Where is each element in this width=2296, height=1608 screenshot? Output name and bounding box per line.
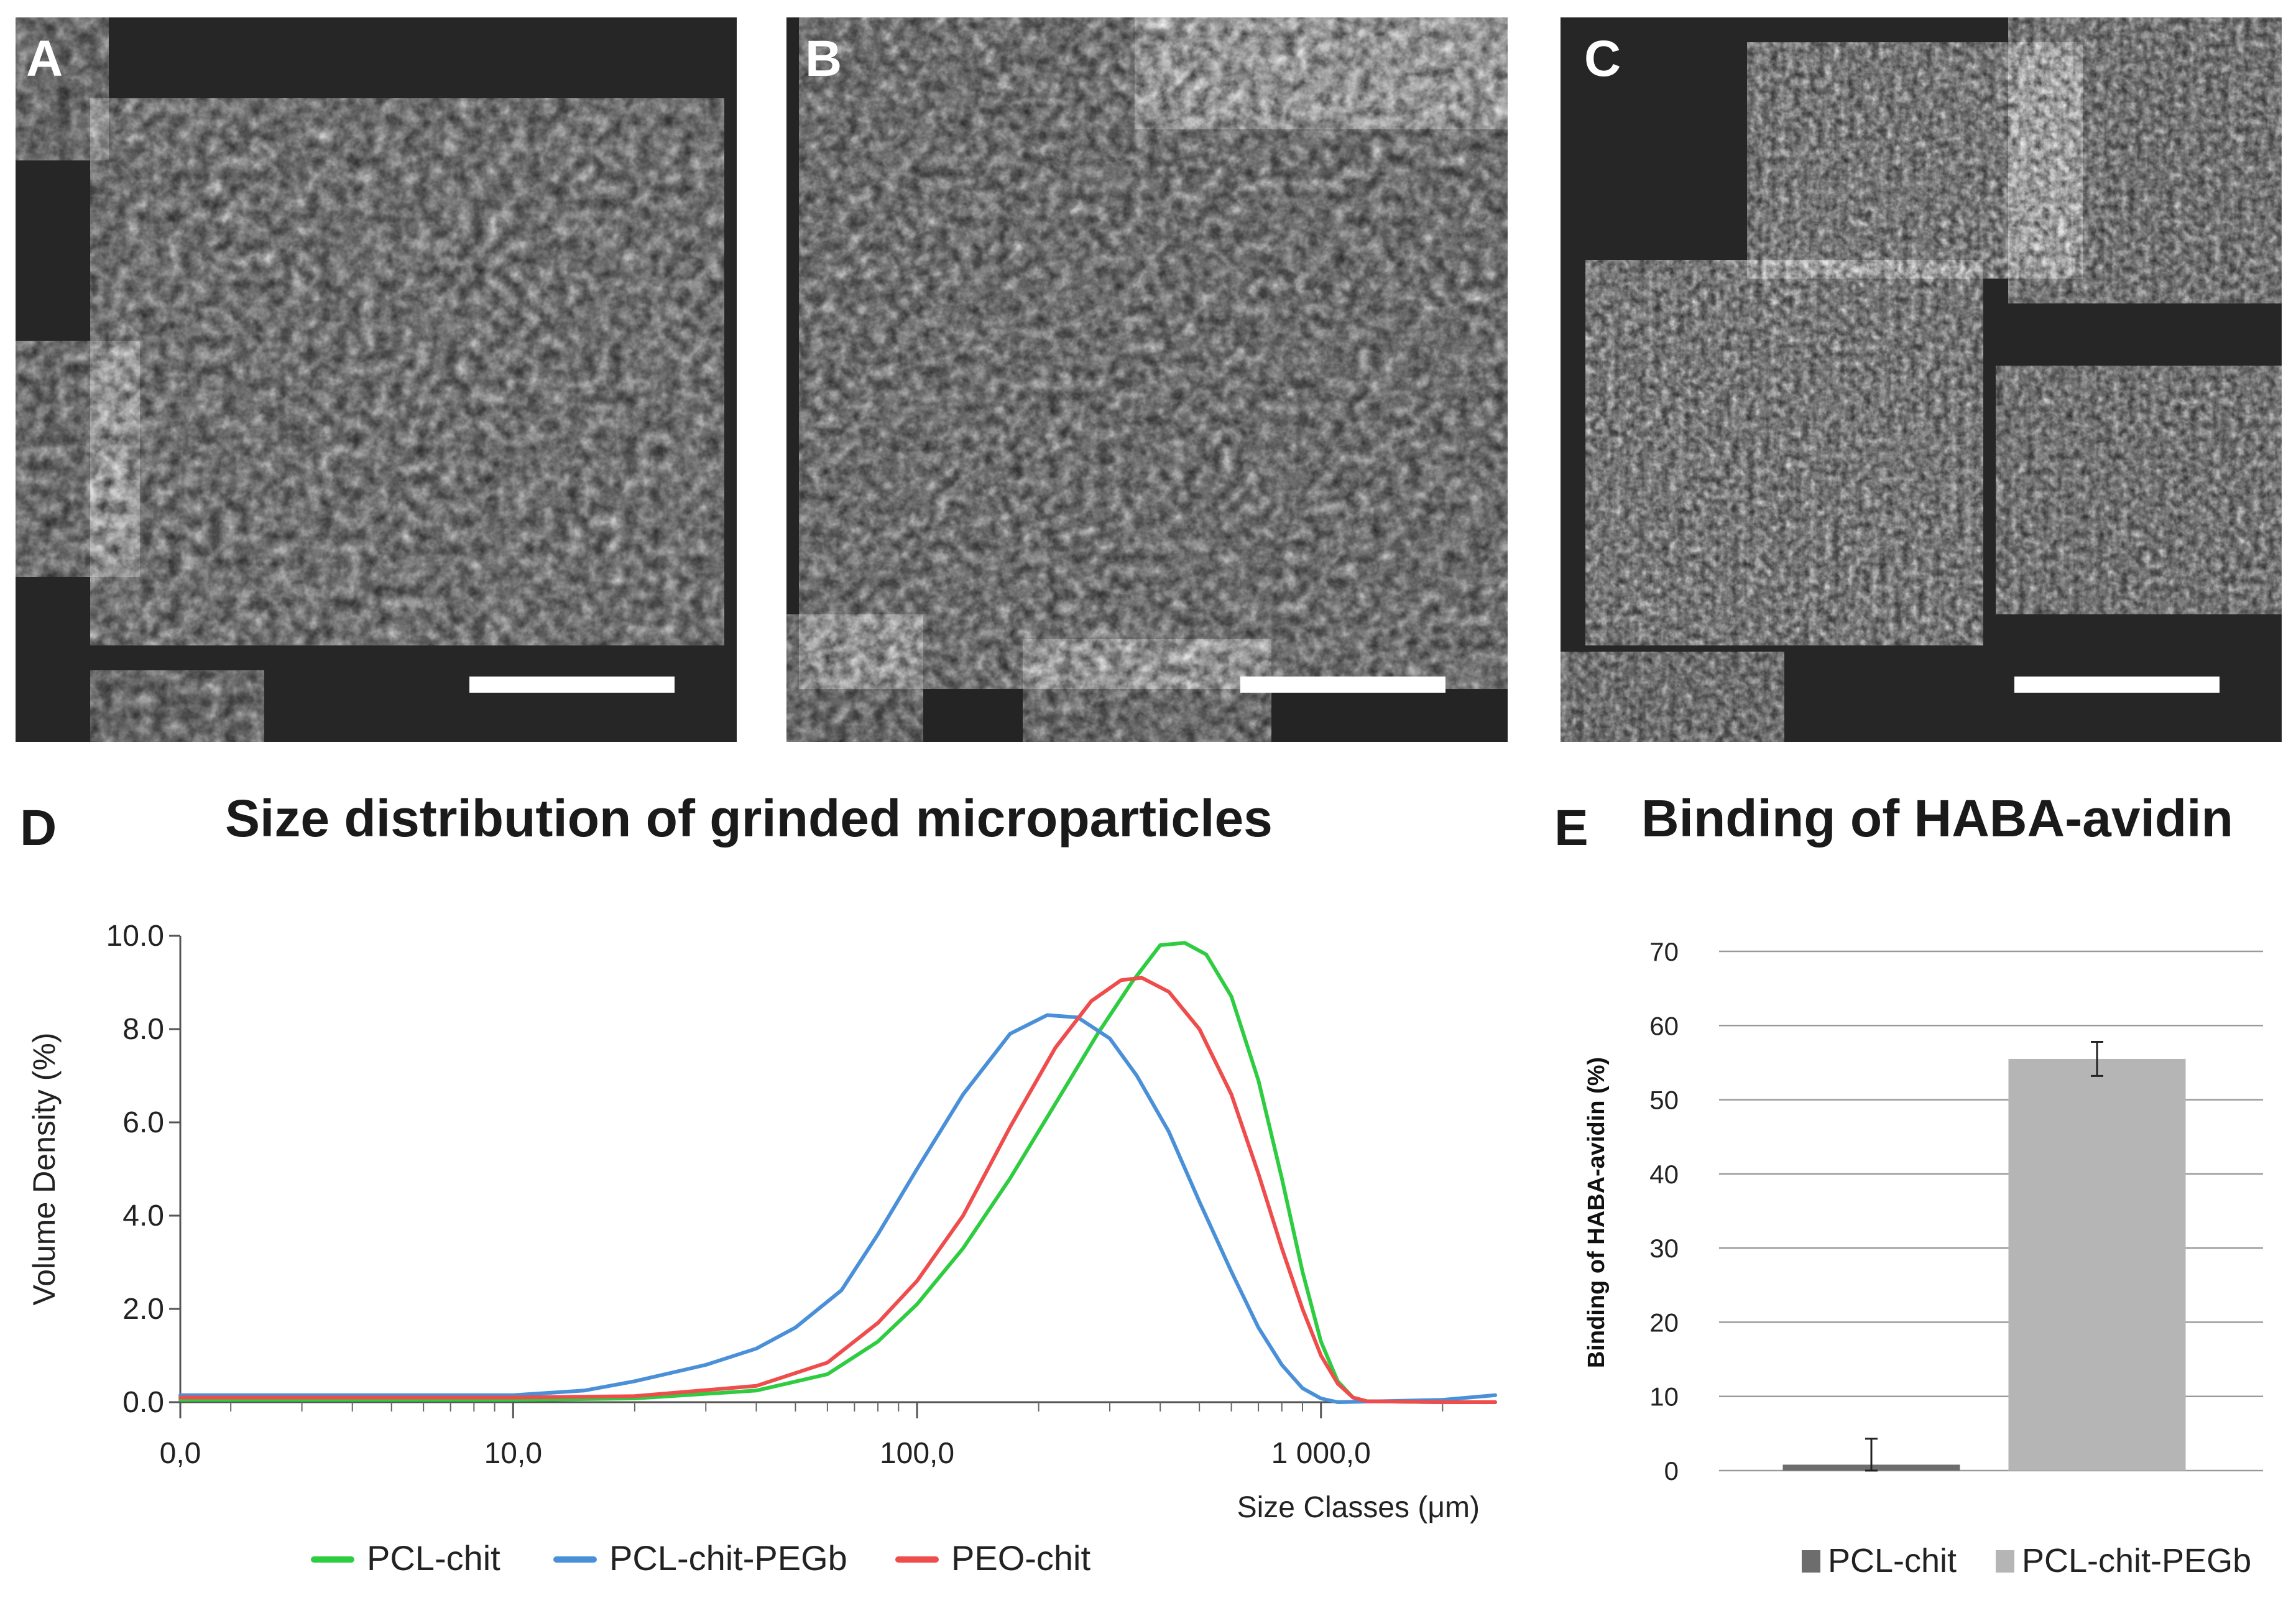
y-tick-label-d: 8.0 bbox=[122, 1013, 164, 1046]
y-axis-label-d: Volume Density (%) bbox=[27, 1032, 62, 1305]
legend-label-e: PCL-chit-PEGb bbox=[2022, 1542, 2251, 1579]
legend-label-d: PEO-chit bbox=[951, 1538, 1090, 1578]
y-tick-label-d: 2.0 bbox=[122, 1293, 164, 1326]
sem-image-a bbox=[16, 17, 737, 742]
legend-label-d: PCL-chit bbox=[367, 1538, 500, 1578]
y-tick-label-e: 30 bbox=[1649, 1234, 1679, 1263]
sem-image-c bbox=[1561, 17, 2282, 742]
y-tick-label-e: 70 bbox=[1649, 937, 1679, 966]
bar-pcl-chit-pegb bbox=[2008, 1058, 2186, 1471]
y-tick-label-e: 0 bbox=[1664, 1456, 1679, 1486]
sem-image-b bbox=[786, 17, 1508, 742]
legend-label-d: PCL-chit-PEGb bbox=[609, 1538, 847, 1578]
series-line-pcl-chit-pegb bbox=[178, 1013, 1497, 1404]
y-tick-label-e: 10 bbox=[1649, 1382, 1679, 1412]
legend-label-e: PCL-chit bbox=[1828, 1542, 1957, 1579]
panel-letter-d: D bbox=[20, 800, 57, 856]
scale-bar-c bbox=[2014, 677, 2220, 693]
legend-swatch-e bbox=[1996, 1550, 2014, 1573]
y-tick-label-d: 0.0 bbox=[122, 1386, 164, 1419]
y-tick-label-e: 20 bbox=[1649, 1308, 1679, 1337]
x-tick-label-d: 1 000,0 bbox=[1271, 1437, 1371, 1470]
series-line-peo-chit bbox=[178, 976, 1497, 1404]
scale-bar-b bbox=[1240, 677, 1445, 693]
y-tick-label-d: 6.0 bbox=[122, 1106, 164, 1139]
panel-letter-b: B bbox=[805, 30, 842, 87]
x-tick-label-d: 10,0 bbox=[484, 1437, 542, 1470]
y-tick-label-d: 4.0 bbox=[122, 1199, 164, 1232]
chart-title-e: Binding of HABA-avidin bbox=[1641, 789, 2233, 848]
y-tick-label-e: 50 bbox=[1649, 1086, 1679, 1115]
panel-letter-a: A bbox=[26, 30, 63, 87]
x-axis-label-d: Size Classes (μm) bbox=[1237, 1491, 1480, 1524]
scale-bar-a bbox=[469, 677, 675, 693]
y-tick-label-e: 40 bbox=[1649, 1160, 1679, 1189]
chart-title-d: Size distribution of grinded micropartic… bbox=[225, 789, 1273, 848]
y-tick-label-e: 60 bbox=[1649, 1011, 1679, 1040]
y-axis-label-e: Binding of HABA-avidin (%) bbox=[1584, 1057, 1610, 1368]
x-tick-label-d: 100,0 bbox=[880, 1437, 954, 1470]
y-tick-label-d: 10.0 bbox=[106, 920, 164, 953]
panel-letter-e: E bbox=[1554, 800, 1588, 856]
panel-letter-c: C bbox=[1584, 30, 1621, 87]
x-tick-label-d: 0,0 bbox=[160, 1437, 201, 1470]
legend-swatch-e bbox=[1802, 1550, 1820, 1573]
